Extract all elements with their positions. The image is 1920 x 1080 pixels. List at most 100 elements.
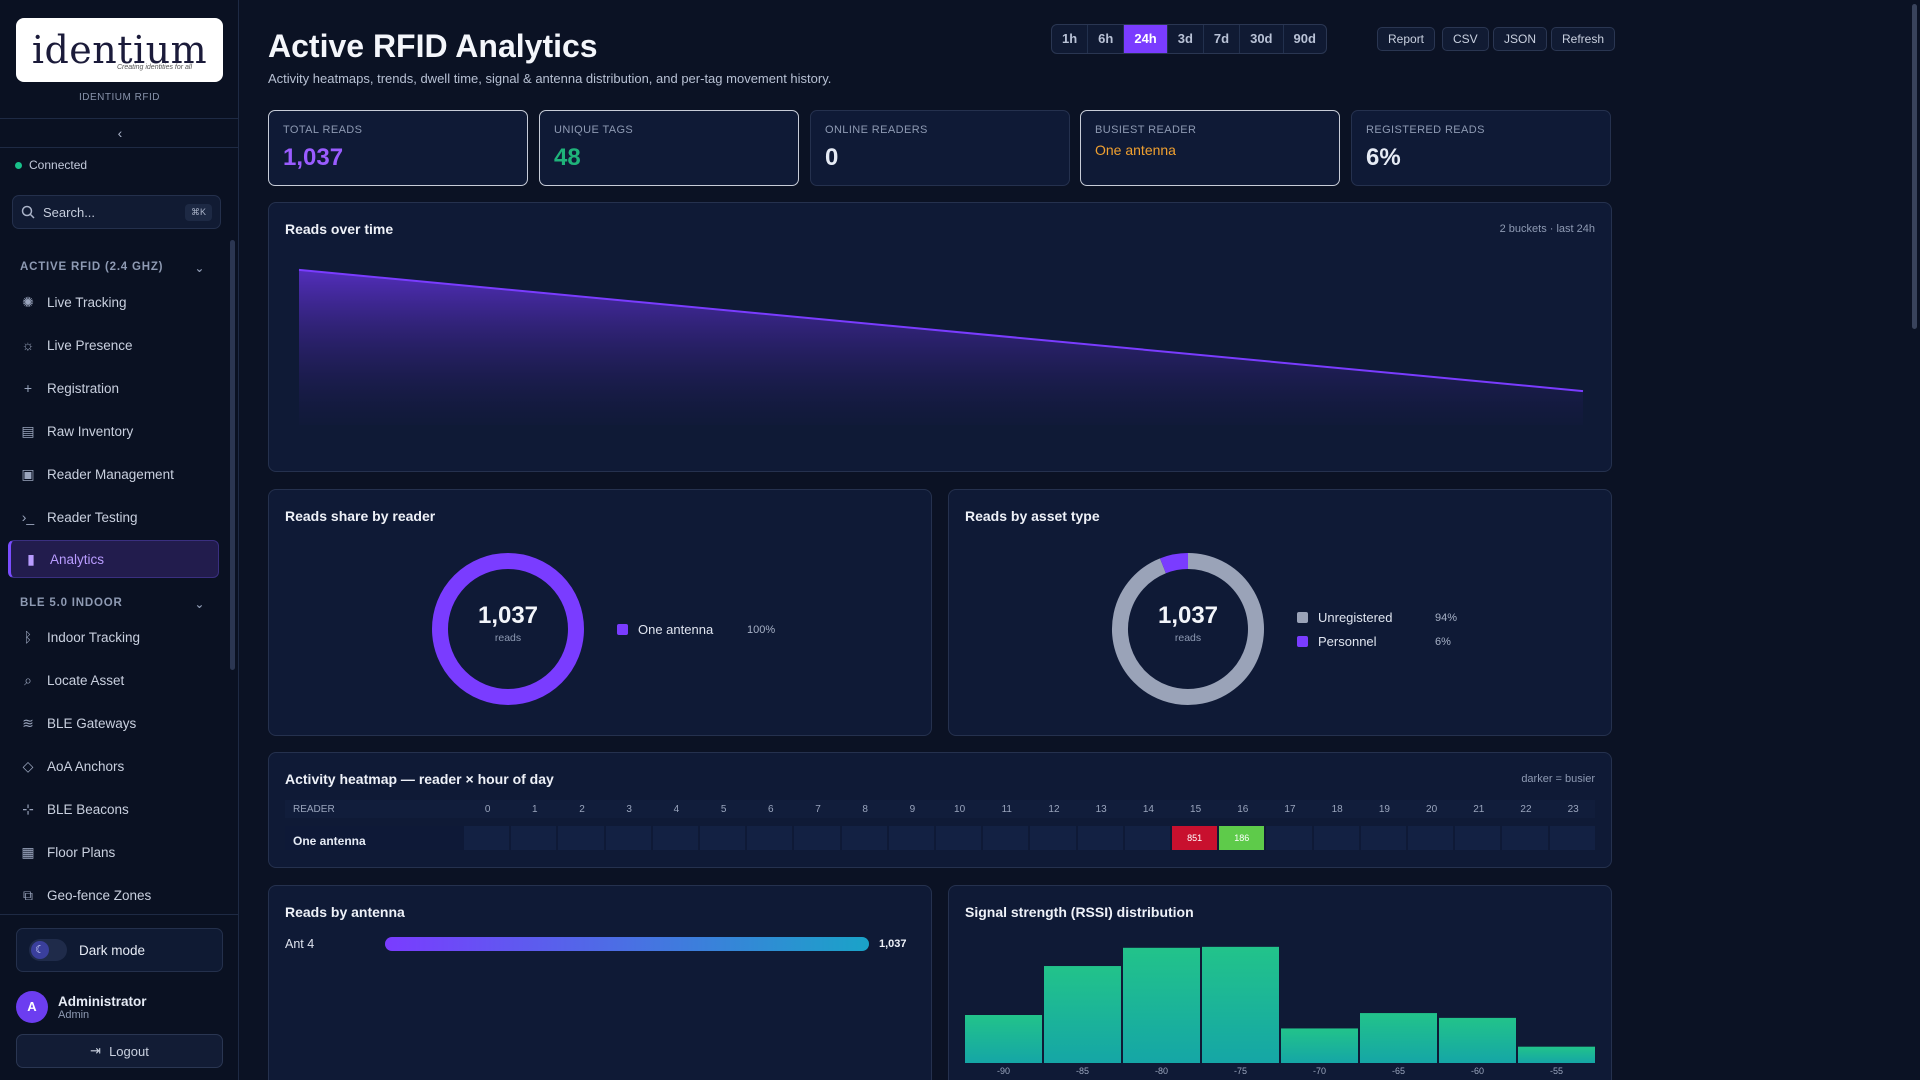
briefcase-icon: ▣ xyxy=(21,465,35,482)
json-export-button[interactable]: JSON xyxy=(1493,27,1548,51)
range-1h-button[interactable]: 1h xyxy=(1052,25,1089,53)
collapse-sidebar-button[interactable]: ‹ xyxy=(117,125,123,141)
heatmap-cell[interactable] xyxy=(1313,826,1360,850)
sidebar-search[interactable]: Search... ⌘K xyxy=(12,195,221,229)
heatmap-cell[interactable] xyxy=(511,826,558,850)
kpi-label: BUSIEST READER xyxy=(1095,124,1197,136)
heatmap-cell[interactable] xyxy=(1030,826,1077,850)
heatmap-cell[interactable] xyxy=(1360,826,1407,850)
heatmap-cell[interactable] xyxy=(1455,826,1502,850)
refresh-button[interactable]: Refresh xyxy=(1551,27,1616,51)
legend-label: Personnel xyxy=(1318,634,1377,649)
csv-export-button[interactable]: CSV xyxy=(1442,27,1489,51)
legend-percent: 6% xyxy=(1435,635,1451,648)
rssi-histogram: -90 -85 -80 -75 -70 -65 -60 -55 xyxy=(965,946,1595,1076)
sidebar-item-indoor-tracking[interactable]: ᛒ Indoor Tracking xyxy=(8,618,219,656)
dark-mode-toggle[interactable]: ☾ Dark mode xyxy=(16,928,223,972)
heatmap-cell[interactable] xyxy=(1266,826,1313,850)
sidebar: identium Creating identities for all IDE… xyxy=(0,0,239,1080)
heatmap-cell[interactable]: 186 xyxy=(1219,826,1266,850)
heatmap-cell[interactable] xyxy=(605,826,652,850)
logout-label: Logout xyxy=(109,1043,149,1059)
range-90d-button[interactable]: 90d xyxy=(1293,31,1316,46)
heatmap-cell[interactable] xyxy=(700,826,747,850)
donut-slice-personnel[interactable] xyxy=(1160,553,1189,574)
sidebar-scrollbar[interactable] xyxy=(230,240,235,670)
report-button[interactable]: Report xyxy=(1377,27,1436,51)
range-7d-button[interactable]: 7d xyxy=(1204,25,1241,53)
rssi-bar[interactable] xyxy=(1123,947,1200,1063)
rssi-bar[interactable] xyxy=(1202,946,1279,1063)
kpi-label: UNIQUE TAGS xyxy=(554,124,634,136)
rssi-bar[interactable] xyxy=(1360,1013,1437,1063)
card-note: darker = busier xyxy=(1521,773,1595,785)
section-header-active-rfid[interactable]: ACTIVE RFID (2.4 GHZ) ⌄ xyxy=(20,261,205,275)
heatmap-hour-label: 17 xyxy=(1284,804,1296,815)
toggle-switch[interactable]: ☾ xyxy=(29,939,67,961)
connection-status: Connected xyxy=(15,158,87,172)
range-24h-button[interactable]: 24h xyxy=(1124,25,1168,53)
heatmap-hour-label: 12 xyxy=(1048,804,1060,815)
heatmap-cell[interactable] xyxy=(464,826,511,850)
asset-type-donut xyxy=(1112,553,1264,705)
heatmap-cell[interactable] xyxy=(652,826,699,850)
sidebar-item-label: AoA Anchors xyxy=(47,758,125,774)
heatmap-hour-label: 18 xyxy=(1331,804,1343,815)
heatmap-cell[interactable] xyxy=(1077,826,1124,850)
sidebar-item-live-tracking[interactable]: ✺ Live Tracking xyxy=(8,283,219,321)
sidebar-item-label: Indoor Tracking xyxy=(47,629,141,645)
rssi-bar[interactable] xyxy=(965,1015,1042,1063)
logout-button[interactable]: ⇥ Logout xyxy=(16,1034,223,1068)
beacon-icon: ⊹ xyxy=(22,800,34,817)
page-subtitle: Activity heatmaps, trends, dwell time, s… xyxy=(268,71,832,86)
time-range-selector: 1h 6h 24h 3d 7d 30d 90d xyxy=(1051,24,1327,54)
dark-mode-label: Dark mode xyxy=(79,942,146,958)
donut-slice-one-antenna[interactable] xyxy=(432,553,584,705)
rssi-bar[interactable] xyxy=(1281,1028,1358,1063)
heatmap-cell[interactable] xyxy=(841,826,888,850)
heatmap-cell[interactable] xyxy=(1549,826,1596,850)
range-3d-button[interactable]: 3d xyxy=(1168,25,1204,53)
rssi-bar[interactable] xyxy=(1439,1017,1516,1063)
sidebar-item-label: Raw Inventory xyxy=(47,423,134,439)
reader-share-card: Reads share by reader 1,037 reads One an… xyxy=(268,489,932,736)
heatmap-cell[interactable] xyxy=(1408,826,1455,850)
sidebar-item-floor-plans[interactable]: ▦ Floor Plans xyxy=(8,833,219,871)
heatmap-row-header: READER xyxy=(293,804,335,815)
heatmap-cell[interactable] xyxy=(1502,826,1549,850)
brand-logo[interactable]: identium Creating identities for all xyxy=(16,18,223,82)
kpi-registered-reads: REGISTERED READS 6% xyxy=(1351,110,1611,186)
donut-slice-unregistered[interactable] xyxy=(1112,553,1264,705)
page-scrollbar[interactable] xyxy=(1910,0,1920,1080)
range-6h-button[interactable]: 6h xyxy=(1088,25,1125,53)
kpi-label: ONLINE READERS xyxy=(825,124,928,136)
sidebar-item-geo-fence-zones[interactable]: ⧉ Geo-fence Zones xyxy=(8,876,219,914)
search-input[interactable]: Search... xyxy=(43,204,96,220)
card-title: Reads over time xyxy=(285,221,394,237)
sidebar-item-aoa-anchors[interactable]: ◇ AoA Anchors xyxy=(8,747,219,785)
rssi-bar[interactable] xyxy=(1044,966,1121,1063)
heatmap-cell[interactable]: 851 xyxy=(1172,826,1219,850)
heatmap-hour-label: 13 xyxy=(1095,804,1107,815)
heatmap-cell[interactable] xyxy=(1124,826,1171,850)
heatmap-cell[interactable] xyxy=(888,826,935,850)
sidebar-item-analytics[interactable]: ▮ Analytics xyxy=(8,540,219,578)
sidebar-item-locate-asset[interactable]: ⌕ Locate Asset xyxy=(8,661,219,699)
heatmap-cell[interactable] xyxy=(747,826,794,850)
sidebar-item-reader-testing[interactable]: ›_ Reader Testing xyxy=(8,498,219,536)
heatmap-cell[interactable] xyxy=(558,826,605,850)
sidebar-item-ble-beacons[interactable]: ⊹ BLE Beacons xyxy=(8,790,219,828)
range-30d-button[interactable]: 30d xyxy=(1240,25,1284,53)
heatmap-cell[interactable] xyxy=(936,826,983,850)
sidebar-item-raw-inventory[interactable]: ▤ Raw Inventory xyxy=(8,412,219,450)
rssi-bar[interactable] xyxy=(1518,1046,1595,1063)
sidebar-item-ble-gateways[interactable]: ≋ BLE Gateways xyxy=(8,704,219,742)
section-header-ble-indoor[interactable]: BLE 5.0 INDOOR ⌄ xyxy=(20,597,205,611)
sidebar-item-reader-management[interactable]: ▣ Reader Management xyxy=(8,455,219,493)
heatmap-cell[interactable] xyxy=(983,826,1030,850)
sidebar-item-live-presence[interactable]: ☼ Live Presence xyxy=(8,326,219,364)
reads-line xyxy=(298,268,1584,393)
heatmap-cell[interactable] xyxy=(794,826,841,850)
sidebar-item-registration[interactable]: + Registration xyxy=(8,369,219,407)
page-scrollbar-thumb[interactable] xyxy=(1912,4,1917,329)
